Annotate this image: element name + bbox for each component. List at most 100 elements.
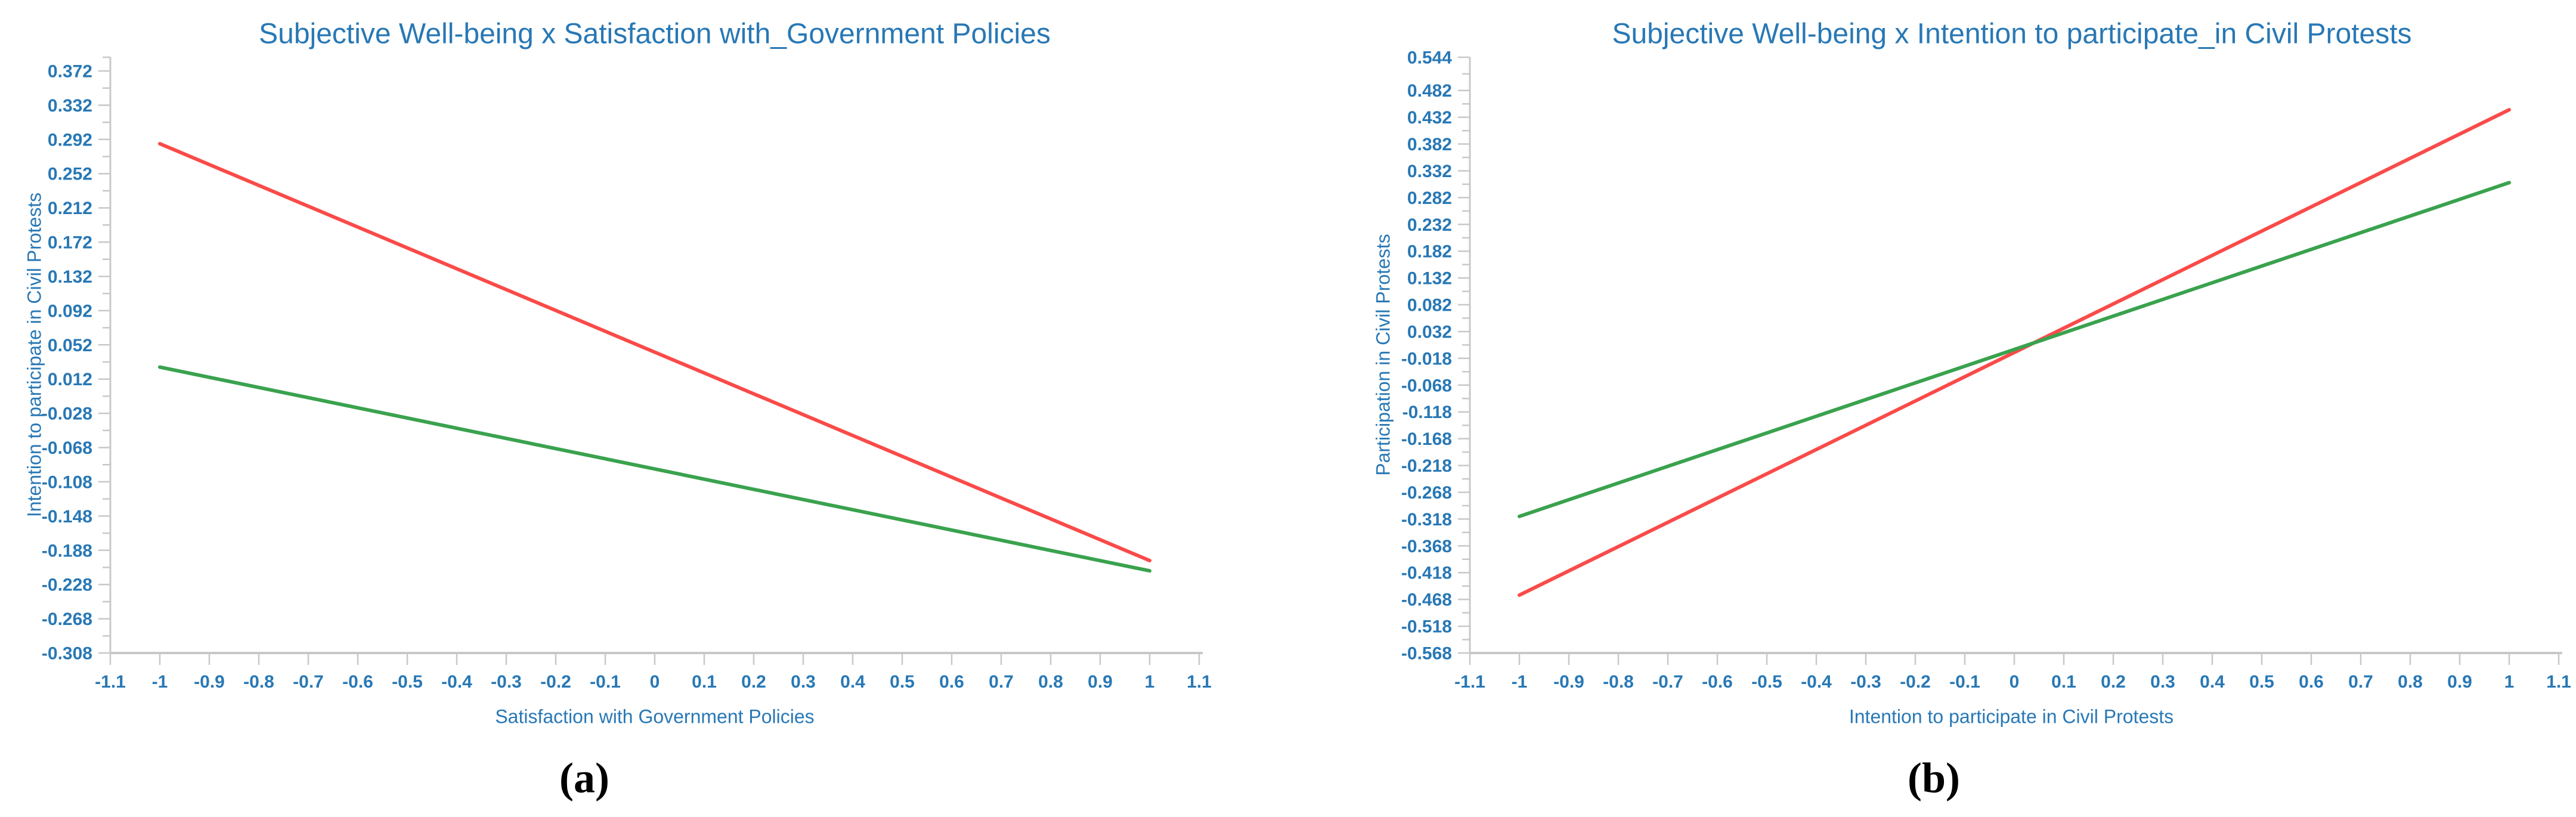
y-tick-label: -0.568 <box>1401 644 1452 664</box>
x-tick-label: 0.6 <box>939 672 964 692</box>
x-tick-label: 0.9 <box>2447 672 2472 692</box>
x-tick-label: -1 <box>1512 672 1528 692</box>
x-tick-label: 0.1 <box>692 672 717 692</box>
panel-b-chart: 0.544 0.482 0.432 0.382 0.332 0.282 0.232 0.182… <box>1401 48 2571 692</box>
x-tick-label: 1 <box>2504 672 2515 692</box>
y-tick-label: 0.092 <box>48 301 92 321</box>
y-tick-label: 0.172 <box>48 233 92 253</box>
x-tick-label: -0.1 <box>1949 672 1980 692</box>
y-tick-label: -0.188 <box>42 541 92 561</box>
x-tick-label: -0.6 <box>1702 672 1733 692</box>
y-tick-label: 0.032 <box>1407 322 1452 342</box>
series-red-line <box>158 141 1151 562</box>
x-tick-label: 0.2 <box>741 672 766 692</box>
x-tick-label: -0.4 <box>1801 672 1832 692</box>
y-tick-label: -0.068 <box>1401 376 1452 395</box>
y-tick-label: -0.308 <box>42 644 92 664</box>
y-tick-label: 0.132 <box>1407 269 1452 289</box>
y-tick-label: 0.432 <box>1407 108 1452 128</box>
x-tick-label: 1 <box>1145 672 1155 692</box>
panel-b-x-axis-label: Intention to participate in Civil Protes… <box>1849 705 2174 728</box>
panel-a-x-axis-label: Satisfaction with Government Policies <box>495 705 815 728</box>
panel-a-caption: (a) <box>559 754 609 802</box>
x-tick-label: 0.2 <box>2101 672 2126 692</box>
x-tick-label: -0.7 <box>293 672 324 692</box>
x-tick-label: 0.3 <box>791 672 816 692</box>
y-tick-label: -0.228 <box>42 575 92 595</box>
x-tick-label: -1 <box>152 672 168 692</box>
y-tick-label: -0.028 <box>42 404 92 424</box>
x-tick-label: -0.5 <box>1751 672 1782 692</box>
y-tick-label: 0.282 <box>1407 188 1452 208</box>
y-tick-label: -0.108 <box>42 472 92 492</box>
x-tick-label: 0.8 <box>2398 672 2423 692</box>
y-tick-label: 0.012 <box>48 370 92 389</box>
y-tick-label: -0.468 <box>1401 590 1452 610</box>
x-tick-label: 0.8 <box>1038 672 1063 692</box>
y-tick-label: -0.418 <box>1401 564 1452 583</box>
y-tick-label: -0.148 <box>42 507 92 527</box>
panel-b-title: Subjective Well-being x Intention to par… <box>1612 18 2412 50</box>
panel-b-caption: (b) <box>1908 754 1960 802</box>
y-tick-label: 0.382 <box>1407 135 1452 154</box>
y-tick-label: 0.232 <box>1407 215 1452 235</box>
x-tick-label: 0.1 <box>2051 672 2076 692</box>
x-tick-label: 0.4 <box>2200 672 2225 692</box>
y-tick-label: -0.118 <box>1402 403 1452 422</box>
x-tick-label: 1.1 <box>2546 672 2571 692</box>
y-tick-label: 0.252 <box>48 165 92 184</box>
series-green-line <box>1518 181 2511 518</box>
y-tick-label: 0.212 <box>48 199 92 218</box>
x-tick-label: 0 <box>2010 672 2020 692</box>
x-tick-label: 0.9 <box>1088 672 1113 692</box>
series-red-line <box>1518 108 2511 597</box>
y-tick-label: 0.292 <box>48 130 92 150</box>
x-tick-label: -0.3 <box>491 672 522 692</box>
x-tick-label: -0.8 <box>243 672 274 692</box>
x-tick-label: -0.2 <box>1900 672 1931 692</box>
x-tick-label: 0.7 <box>2348 672 2373 692</box>
y-tick-label: -0.218 <box>1401 456 1452 476</box>
y-tick-label: -0.318 <box>1401 510 1452 530</box>
y-tick-label: 0.544 <box>1407 48 1452 68</box>
y-tick-label: 0.332 <box>48 96 92 116</box>
panel-a-title: Subjective Well-being x Satisfaction wit… <box>259 18 1051 50</box>
x-tick-label: 0.3 <box>2150 672 2175 692</box>
x-tick-label: -0.5 <box>392 672 423 692</box>
panel-a-y-axis-label: Intention to participate in Civil Protes… <box>23 192 45 518</box>
panel-a-chart: 0.372 0.332 0.292 0.252 0.212 0.172 0.132 0.092… <box>42 56 1212 692</box>
x-tick-label: 0.5 <box>890 672 915 692</box>
y-tick-label: 0.132 <box>48 267 92 287</box>
y-tick-label: -0.368 <box>1401 537 1452 556</box>
panel-b-y-axis-label: Participation in Civil Protests <box>1372 234 1394 476</box>
x-tick-label: -0.3 <box>1850 672 1881 692</box>
x-tick-label: -0.2 <box>540 672 571 692</box>
y-tick-label: -0.268 <box>42 609 92 629</box>
x-tick-label: -1.1 <box>95 672 126 692</box>
x-tick-label: -1.1 <box>1454 672 1485 692</box>
x-tick-label: 0.6 <box>2299 672 2324 692</box>
y-tick-label: -0.518 <box>1401 617 1452 637</box>
x-tick-label: -0.8 <box>1603 672 1634 692</box>
y-tick-label: -0.018 <box>1401 349 1452 369</box>
x-tick-label: -0.6 <box>342 672 373 692</box>
x-tick-label: 0.4 <box>840 672 865 692</box>
y-tick-label: -0.068 <box>42 438 92 458</box>
x-tick-label: 1.1 <box>1187 672 1212 692</box>
x-tick-label: -0.9 <box>1553 672 1584 692</box>
x-tick-label: 0 <box>650 672 660 692</box>
x-tick-label: -0.7 <box>1652 672 1683 692</box>
x-tick-label: 0.5 <box>2249 672 2274 692</box>
y-tick-label: 0.332 <box>1407 162 1452 181</box>
y-tick-label: 0.182 <box>1407 242 1452 262</box>
x-tick-label: 0.7 <box>989 672 1014 692</box>
y-tick-label: 0.082 <box>1407 296 1452 315</box>
y-tick-label: 0.052 <box>48 336 92 355</box>
y-tick-label: -0.268 <box>1401 483 1452 503</box>
x-tick-label: -0.1 <box>590 672 621 692</box>
y-tick-label: 0.372 <box>48 61 92 81</box>
y-tick-label: -0.168 <box>1401 429 1452 449</box>
series-green-line <box>158 365 1151 573</box>
y-tick-label: 0.482 <box>1407 81 1452 101</box>
x-tick-label: -0.4 <box>441 672 472 692</box>
